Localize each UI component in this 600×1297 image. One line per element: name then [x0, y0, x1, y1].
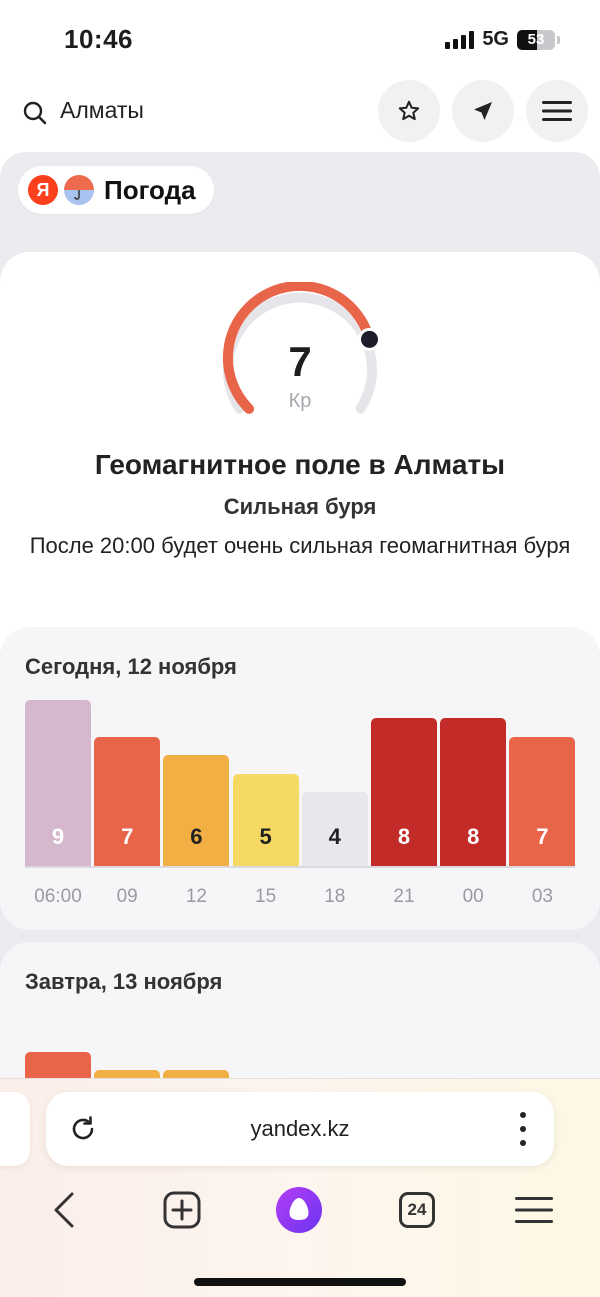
url-text[interactable]: yandex.kz: [250, 1116, 350, 1141]
back-button[interactable]: [40, 1186, 88, 1234]
brand-pill[interactable]: Я Погода: [18, 166, 214, 214]
battery-nub: [557, 35, 560, 44]
time-tick-label: 00: [462, 886, 484, 907]
kp-bar-label: 7: [121, 824, 134, 849]
time-tick-label: 06:00: [34, 886, 82, 907]
kp-bar[interactable]: 7: [94, 736, 161, 866]
kp-bar[interactable]: 5: [232, 773, 299, 866]
new-tab-icon: [163, 1191, 201, 1229]
gauge-indicator: [358, 327, 381, 351]
kp-value: 7: [288, 338, 312, 385]
kp-bar[interactable]: 9: [25, 699, 91, 866]
kp-bar[interactable]: 7: [509, 736, 576, 866]
menu-icon: [515, 1197, 553, 1223]
address-bar[interactable]: yandex.kz: [46, 1092, 554, 1166]
home-indicator: [194, 1278, 406, 1286]
kp-bar-label: 9: [51, 824, 65, 849]
yandex-logo-icon: Я: [28, 175, 58, 205]
time-tick-label: 15: [255, 886, 277, 907]
time-tick-label: 21: [393, 886, 415, 907]
menu-button[interactable]: [526, 80, 588, 142]
battery-icon: 53: [517, 29, 555, 50]
status-time: 10:46: [64, 24, 133, 54]
forecast-day-title: Завтра, 13 ноября: [25, 969, 223, 994]
menu-icon: [542, 101, 572, 121]
battery-percent: 53: [527, 30, 545, 48]
storm-description: После 20:00 будет очень сильная геомагни…: [29, 533, 571, 558]
favorite-button[interactable]: [378, 80, 440, 142]
time-tick-label: 12: [185, 886, 207, 907]
time-tick-label: 03: [531, 886, 553, 907]
kp-unit: Кр: [288, 390, 312, 412]
more-icon[interactable]: [518, 1112, 528, 1146]
kp-bar[interactable]: 6: [163, 755, 230, 866]
new-tab-button[interactable]: [158, 1186, 206, 1234]
kp-bar-label: 6: [190, 824, 203, 849]
star-icon: [398, 100, 420, 121]
tabs-count: 24: [407, 1200, 427, 1219]
kp-bar[interactable]: 8: [371, 718, 437, 866]
network-label: 5G: [482, 28, 509, 50]
kp-bar-label: 5: [259, 824, 272, 849]
reload-icon[interactable]: [68, 1114, 98, 1144]
kp-gauge: [222, 282, 381, 414]
location-button[interactable]: [452, 80, 514, 142]
time-tick-label: 18: [324, 886, 346, 907]
status-indicators: 5G 53: [445, 28, 560, 51]
kp-bar-label: 8: [397, 824, 411, 849]
alice-button[interactable]: [275, 1186, 323, 1234]
weather-logo-icon: [64, 175, 94, 205]
alice-icon: [276, 1187, 322, 1233]
kp-bar-label: 4: [328, 824, 341, 849]
page-title: Геомагнитное поле в Алматы: [94, 449, 506, 480]
forecast-card-today: Сегодня, 12 ноября 9 7 6 5 4 8 8 7 06:00 09 12 15 1…: [0, 627, 600, 930]
kp-bar[interactable]: 4: [301, 792, 368, 866]
storm-status: Сильная буря: [223, 494, 377, 519]
gauge-active-arc: [222, 282, 375, 414]
city-search-input[interactable]: Алматы: [60, 97, 144, 123]
yandex-logo-letter: Я: [36, 179, 50, 200]
tabs-icon: 24: [399, 1192, 435, 1228]
signal-icon: [445, 30, 475, 49]
geomagnetic-card: [0, 252, 600, 652]
search-icon[interactable]: [22, 100, 48, 126]
top-search-bar: Алматы: [0, 80, 600, 152]
browser-menu-button[interactable]: [510, 1186, 558, 1234]
previous-tab-preview[interactable]: [0, 1092, 30, 1166]
tabs-button[interactable]: 24: [393, 1186, 441, 1234]
chart-baseline: [25, 866, 575, 868]
brand-name: Погода: [104, 174, 196, 205]
kp-bar[interactable]: 8: [440, 718, 507, 866]
time-tick-label: 09: [116, 886, 138, 907]
location-arrow-icon: [474, 102, 492, 120]
kp-bar-label: 8: [467, 824, 480, 849]
forecast-day-title: Сегодня, 12 ноября: [25, 654, 237, 679]
kp-bar-label: 7: [536, 824, 549, 849]
status-bar: 10:46 5G 53: [0, 0, 600, 80]
back-icon: [54, 1192, 74, 1228]
